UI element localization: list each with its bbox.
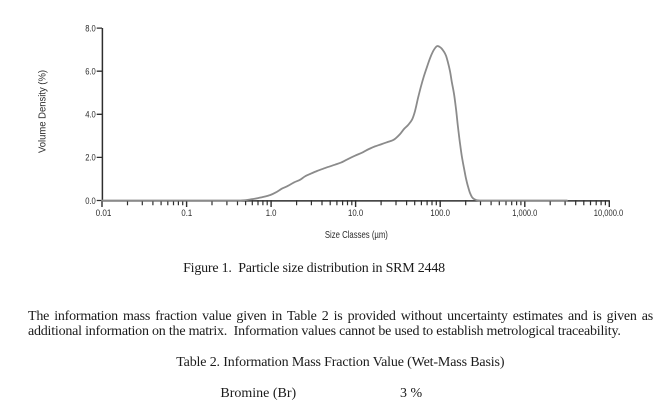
svg-text:8.0: 8.0: [85, 23, 96, 33]
svg-text:100.0: 100.0: [430, 208, 450, 218]
svg-text:2.0: 2.0: [85, 153, 96, 163]
svg-text:Size Classes (µm): Size Classes (µm): [325, 230, 388, 241]
svg-text:10,000.0: 10,000.0: [594, 208, 623, 218]
svg-text:1.0: 1.0: [266, 208, 277, 218]
svg-text:6.0: 6.0: [85, 67, 96, 77]
svg-text:10.0: 10.0: [348, 208, 363, 218]
svg-text:0.1: 0.1: [181, 208, 192, 218]
svg-text:0.01: 0.01: [96, 208, 112, 218]
svg-text:0.0: 0.0: [85, 196, 96, 206]
svg-text:Volume Density (%): Volume Density (%): [38, 70, 49, 153]
svg-text:4.0: 4.0: [85, 110, 96, 120]
svg-text:1,000.0: 1,000.0: [512, 208, 537, 218]
